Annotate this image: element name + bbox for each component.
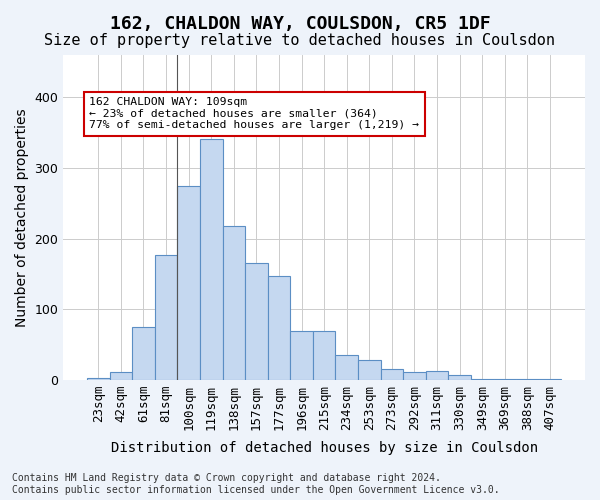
Text: 162 CHALDON WAY: 109sqm
← 23% of detached houses are smaller (364)
77% of semi-d: 162 CHALDON WAY: 109sqm ← 23% of detache…: [89, 98, 419, 130]
Bar: [268, 276, 290, 380]
Bar: [132, 327, 155, 380]
Bar: [313, 332, 335, 380]
Text: Contains HM Land Registry data © Crown copyright and database right 2024.
Contai: Contains HM Land Registry data © Crown c…: [12, 474, 500, 495]
Text: Size of property relative to detached houses in Coulsdon: Size of property relative to detached ho…: [44, 32, 556, 48]
Bar: [87, 378, 110, 380]
Bar: [403, 372, 426, 380]
Text: 162, CHALDON WAY, COULSDON, CR5 1DF: 162, CHALDON WAY, COULSDON, CR5 1DF: [110, 15, 490, 33]
Bar: [335, 356, 358, 380]
Bar: [426, 371, 448, 380]
Bar: [448, 375, 471, 380]
X-axis label: Distribution of detached houses by size in Coulsdon: Distribution of detached houses by size …: [110, 441, 538, 455]
Bar: [245, 262, 268, 380]
Bar: [223, 226, 245, 380]
Y-axis label: Number of detached properties: Number of detached properties: [15, 108, 29, 327]
Bar: [358, 360, 380, 380]
Bar: [380, 368, 403, 380]
Bar: [110, 372, 132, 380]
Bar: [155, 255, 178, 380]
Bar: [290, 332, 313, 380]
Bar: [178, 186, 200, 380]
Bar: [200, 139, 223, 380]
